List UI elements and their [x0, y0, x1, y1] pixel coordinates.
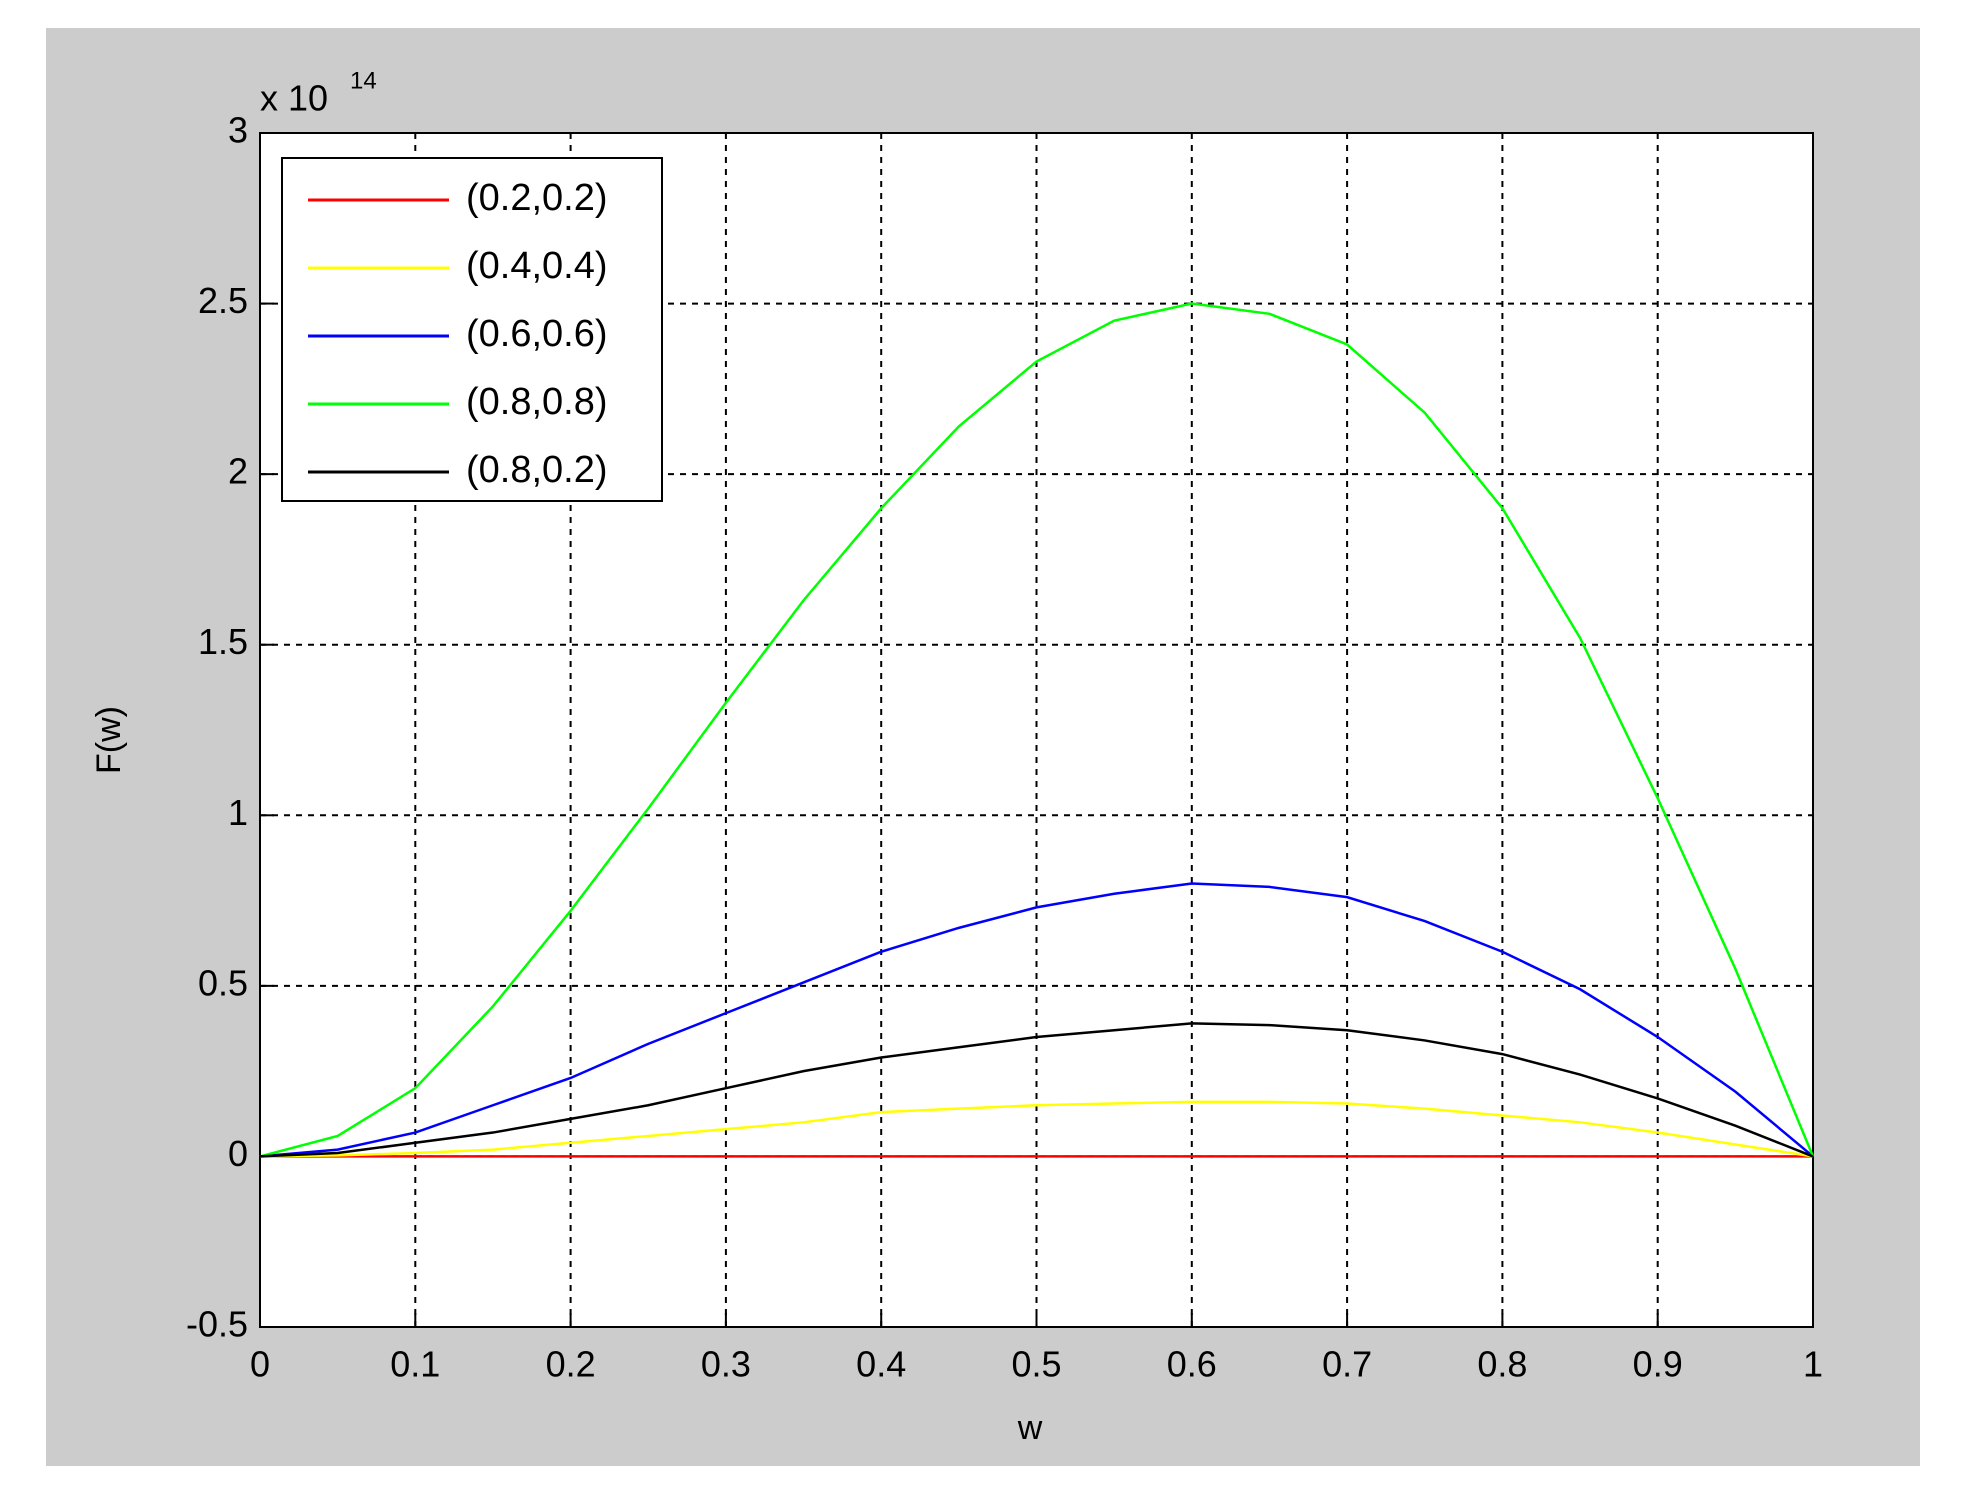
x-tick-label: 0.8 [1477, 1344, 1527, 1385]
data-line [259, 1022, 1814, 1158]
y-tick-label: 0 [228, 1133, 248, 1174]
legend-label: (0.4,0.4) [466, 245, 608, 287]
x-axis-label: w [1017, 1409, 1043, 1447]
x-tick-label: 0 [250, 1344, 270, 1385]
legend-box [281, 157, 663, 502]
legend-label: (0.6,0.6) [466, 313, 608, 355]
x-tick-label: 0.9 [1633, 1344, 1683, 1385]
plot-border [259, 132, 1814, 1328]
legend-label: (0.8,0.2) [466, 449, 608, 491]
y-tick-label: 0.5 [198, 962, 248, 1003]
x-tick-label: 0.2 [546, 1344, 596, 1385]
legend-label: (0.8,0.8) [466, 381, 608, 423]
x-tick-label: 0.5 [1011, 1344, 1061, 1385]
x-tick-label: 0.4 [856, 1344, 906, 1385]
legend-label: (0.2,0.2) [466, 177, 608, 219]
x-tick-label: 0.7 [1322, 1344, 1372, 1385]
y-tick-label: 2 [228, 451, 248, 492]
data-line [259, 1100, 1814, 1158]
y-multiplier-exponent: 14 [350, 67, 377, 94]
y-tick-label: 1 [228, 792, 248, 833]
data-line [259, 302, 1815, 1158]
y-tick-label: 1.5 [198, 621, 248, 662]
y-multiplier: x 10 [260, 78, 328, 119]
data-line [259, 882, 1814, 1158]
y-tick-label: 3 [228, 110, 248, 151]
x-tick-label: 0.6 [1167, 1344, 1217, 1385]
x-tick-label: 0.1 [390, 1344, 440, 1385]
y-tick-label: 2.5 [198, 280, 248, 321]
y-axis-label: F(w) [90, 706, 128, 774]
x-tick-label: 1 [1803, 1344, 1823, 1385]
x-tick-label: 0.3 [701, 1344, 751, 1385]
y-tick-label: -0.5 [186, 1304, 248, 1345]
